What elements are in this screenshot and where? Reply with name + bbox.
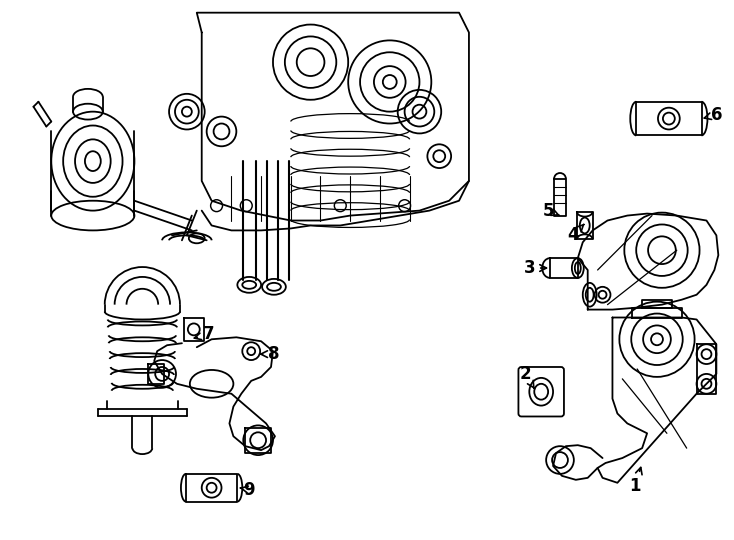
Text: 9: 9 [241,481,255,499]
Text: 1: 1 [630,468,642,495]
Text: 5: 5 [542,201,559,220]
Text: 4: 4 [567,225,584,245]
Text: 8: 8 [261,345,280,363]
Text: 7: 7 [195,325,214,343]
Text: 6: 6 [704,106,722,124]
Text: 3: 3 [523,259,546,277]
Text: 2: 2 [520,365,534,388]
